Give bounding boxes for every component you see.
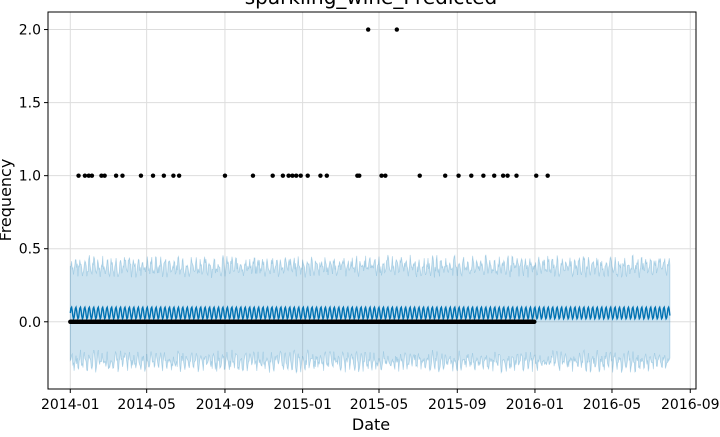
observed-point bbox=[545, 173, 550, 178]
x-tick-label: 2015-05 bbox=[350, 397, 409, 413]
observed-point bbox=[76, 173, 81, 178]
forecast-line bbox=[69, 305, 671, 321]
x-tick-label: 2015-01 bbox=[273, 397, 332, 413]
observed-point bbox=[492, 173, 497, 178]
observed-point bbox=[161, 173, 167, 178]
observed-point bbox=[324, 173, 330, 178]
observed-point bbox=[394, 27, 400, 32]
observed-point-zero bbox=[532, 319, 537, 324]
observed-point bbox=[86, 173, 91, 178]
observed-points-layer bbox=[68, 27, 550, 324]
uncertainty-band bbox=[69, 254, 671, 375]
observed-point bbox=[469, 173, 474, 178]
observed-point bbox=[150, 173, 156, 178]
observed-point bbox=[222, 173, 228, 178]
forecast-line-layer bbox=[69, 305, 671, 321]
y-tick-label: 0.0 bbox=[19, 315, 41, 331]
observed-point bbox=[514, 173, 519, 178]
observed-point bbox=[481, 173, 486, 178]
observed-point bbox=[138, 173, 144, 178]
observed-point bbox=[120, 173, 125, 178]
observed-point bbox=[379, 173, 384, 178]
observed-point bbox=[99, 173, 104, 178]
x-tick-label: 2015-09 bbox=[428, 397, 487, 413]
observed-point bbox=[171, 173, 176, 178]
observed-point bbox=[286, 173, 291, 178]
observed-point bbox=[102, 173, 107, 178]
y-tick-label: 1.0 bbox=[19, 169, 41, 185]
chart-title: sparkling_wine_Predicted bbox=[245, 0, 497, 9]
y-axis-ticks: 0.0 0.5 1.0 1.5 2.0 bbox=[19, 23, 48, 331]
observed-point bbox=[298, 173, 303, 178]
observed-point bbox=[176, 173, 182, 178]
observed-point bbox=[443, 173, 448, 178]
observed-point bbox=[113, 173, 119, 178]
y-axis-label: Frequency bbox=[0, 159, 15, 242]
y-tick-label: 0.5 bbox=[19, 242, 41, 258]
grid bbox=[48, 12, 696, 389]
observed-point bbox=[290, 173, 295, 178]
observed-point bbox=[383, 173, 388, 178]
x-tick-label: 2014-05 bbox=[117, 397, 176, 413]
x-tick-label: 2014-01 bbox=[41, 397, 100, 413]
observed-point bbox=[500, 173, 506, 178]
observed-point bbox=[305, 173, 310, 178]
observed-point bbox=[250, 173, 256, 178]
x-tick-label: 2016-05 bbox=[583, 397, 642, 413]
observed-point bbox=[534, 173, 539, 178]
observed-point bbox=[505, 173, 510, 178]
uncertainty-band-layer bbox=[69, 254, 671, 375]
observed-point bbox=[357, 173, 362, 178]
observed-point bbox=[294, 173, 299, 178]
x-tick-label: 2014-09 bbox=[196, 397, 255, 413]
observed-point bbox=[82, 173, 88, 178]
observed-point bbox=[318, 173, 323, 178]
x-axis-label: Date bbox=[352, 415, 390, 432]
y-tick-label: 1.5 bbox=[19, 96, 41, 112]
observed-point bbox=[456, 173, 461, 178]
observed-point bbox=[270, 173, 275, 178]
x-axis-ticks: 2014-01 2014-05 2014-09 2015-01 2015-05 2015-… bbox=[41, 389, 720, 413]
observed-point bbox=[280, 173, 286, 178]
observed-point bbox=[365, 27, 371, 32]
x-tick-label: 2016-01 bbox=[506, 397, 565, 413]
x-tick-label: 2016-09 bbox=[661, 397, 720, 413]
observed-point bbox=[89, 173, 95, 178]
observed-point bbox=[417, 173, 422, 178]
y-tick-label: 2.0 bbox=[19, 23, 41, 39]
plot-frame bbox=[47, 11, 697, 390]
